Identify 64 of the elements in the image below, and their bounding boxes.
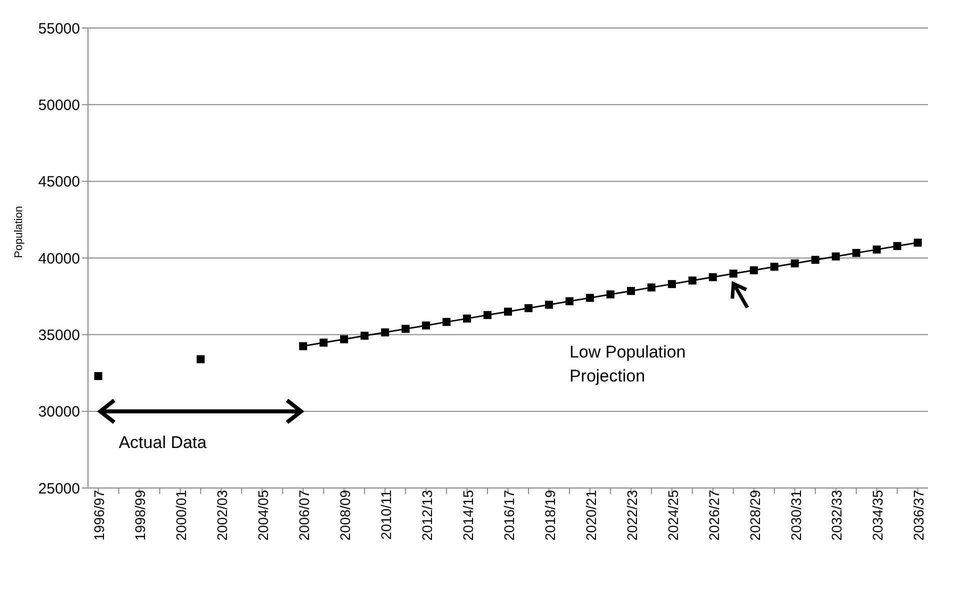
x-tick-label: 2018/19 <box>542 490 558 541</box>
x-tick-label: 2008/09 <box>337 490 354 541</box>
point <box>320 338 328 347</box>
x-tick-label: 2026/27 <box>706 490 722 541</box>
point <box>565 297 574 306</box>
x-tick-label: 2006/07 <box>296 490 312 541</box>
point <box>196 355 205 364</box>
point <box>770 262 778 271</box>
point <box>688 276 696 285</box>
y-tick-label: 30000 <box>38 404 80 421</box>
point <box>402 324 410 333</box>
point <box>504 308 512 316</box>
y-tick-label: 50000 <box>38 96 80 114</box>
x-tick-label: 2012/13 <box>418 490 435 541</box>
x-tick-label: 2024/25 <box>664 490 681 541</box>
point <box>606 290 614 298</box>
point <box>647 283 656 292</box>
point <box>790 259 799 268</box>
x-tick-label: 2010/11 <box>378 490 394 540</box>
point <box>750 266 758 274</box>
x-tick-label: 1998/99 <box>132 490 148 541</box>
y-tick-label: 40000 <box>38 250 80 268</box>
x-tick-label: 2000/01 <box>173 490 190 541</box>
x-tick-label: 2034/35 <box>870 490 886 541</box>
point <box>94 372 102 380</box>
y-tick-label: 25000 <box>38 480 80 498</box>
point <box>340 335 348 344</box>
point <box>893 242 902 250</box>
y-tick-label: 35000 <box>38 326 80 344</box>
point <box>626 286 635 295</box>
point <box>484 311 492 320</box>
y-tick-label: 55000 <box>38 20 80 38</box>
x-tick-label: 2016/17 <box>500 490 517 541</box>
x-tick-label: 2032/33 <box>828 490 845 541</box>
x-tick-label: 2030/31 <box>788 490 804 541</box>
point <box>544 300 553 309</box>
point <box>422 321 430 330</box>
point <box>708 273 717 282</box>
point <box>832 252 840 260</box>
annotation: Low Population Projection <box>569 342 686 386</box>
point <box>381 328 390 336</box>
point <box>872 246 881 254</box>
annotation: Actual Data <box>118 433 208 452</box>
point <box>586 294 594 302</box>
x-tick-label: 2020/21 <box>582 490 599 541</box>
x-tick-label: 1996/97 <box>91 490 108 541</box>
point <box>811 256 820 264</box>
point <box>852 248 860 257</box>
point <box>729 270 738 278</box>
point <box>463 314 472 323</box>
y-tick-label: 45000 <box>38 174 80 191</box>
point <box>524 304 532 312</box>
y-axis-title: Population <box>12 206 25 258</box>
point <box>299 342 308 350</box>
point <box>914 238 922 247</box>
point <box>668 280 676 288</box>
x-tick-label: 2028/29 <box>746 490 763 541</box>
x-tick-label: 2022/23 <box>624 490 640 541</box>
x-tick-label: 2002/03 <box>214 490 230 541</box>
point <box>442 318 451 326</box>
point <box>360 332 369 340</box>
x-tick-label: 2004/05 <box>255 490 272 541</box>
x-tick-label: 2014/15 <box>460 490 476 541</box>
x-tick-label: 2036/37 <box>910 490 927 541</box>
